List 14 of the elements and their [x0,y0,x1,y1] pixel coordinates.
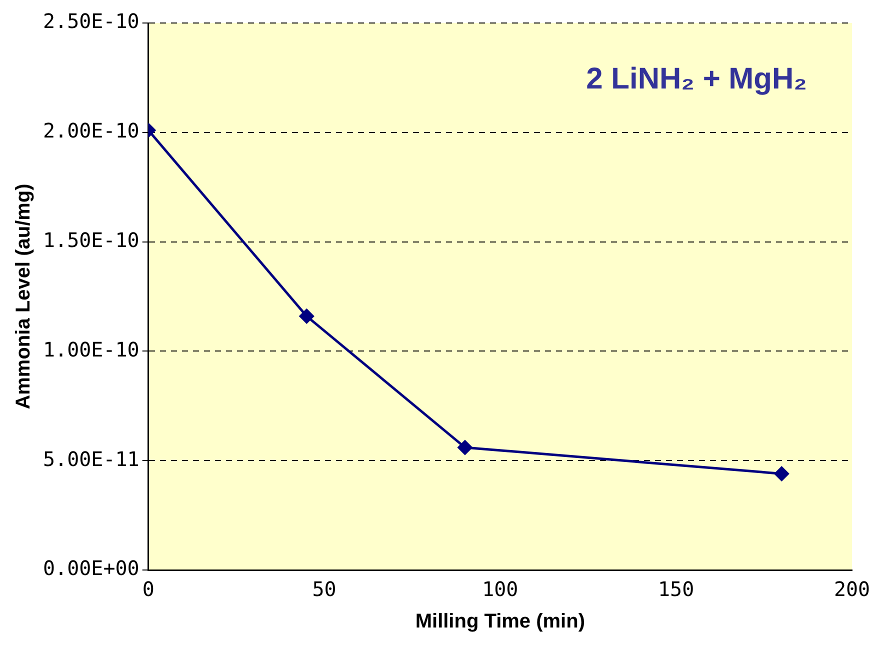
y-tick-label: 1.50E-10 [43,228,140,252]
y-axis-title: Ammonia Level (au/mg) [12,184,35,410]
y-tick-label: 0.00E+00 [43,556,140,580]
x-tick-label: 100 [482,577,518,602]
x-tick-label: 50 [312,577,336,602]
x-axis-title: Milling Time (min) [415,610,585,633]
y-tick-label: 2.00E-10 [43,118,140,143]
y-tick-label: 2.50E-10 [43,9,140,34]
annotation: 2 LiNH₂ + MgH₂ [586,62,807,96]
y-tick-label: 1.00E-10 [43,337,140,362]
x-tick-label: 200 [834,577,870,602]
x-tick-label: 150 [658,577,694,602]
x-tick-label: 0 [142,577,154,602]
y-tick-label: 5.00E-11 [43,446,140,471]
